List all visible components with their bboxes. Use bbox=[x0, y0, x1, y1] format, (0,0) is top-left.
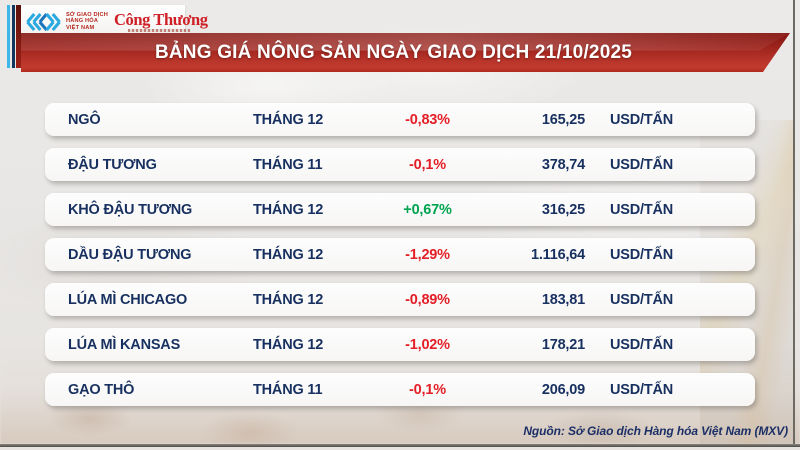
price-value: 178,21 bbox=[541, 336, 585, 353]
commodity-name: GẠO THÔ bbox=[68, 381, 135, 398]
change-percent: +0,67% bbox=[403, 201, 452, 218]
table-row: NGÔ THÁNG 12 -0,83% 165,25 USD/TẤN bbox=[45, 103, 755, 136]
commodity-name: LÚA MÌ KANSAS bbox=[68, 336, 181, 353]
table-row: ĐẬU TƯƠNG THÁNG 11 -0,1% 378,74 USD/TẤN bbox=[45, 148, 755, 181]
accent-bar-navy bbox=[12, 5, 15, 68]
contract-month: THÁNG 12 bbox=[253, 291, 324, 308]
commodity-name: ĐẬU TƯƠNG bbox=[68, 156, 157, 173]
congthuong-masthead: Công Thương bbox=[113, 10, 208, 29]
price-value: 183,81 bbox=[541, 291, 585, 308]
source-note: Nguồn: Sở Giao dịch Hàng hóa Việt Nam (M… bbox=[523, 424, 788, 438]
table-row: GẠO THÔ THÁNG 11 -0,1% 206,09 USD/TẤN bbox=[45, 373, 755, 406]
frame-bottom-line bbox=[0, 444, 800, 447]
price-unit: USD/TẤN bbox=[610, 156, 674, 173]
contract-month: THÁNG 12 bbox=[253, 246, 324, 263]
change-percent: -0,1% bbox=[409, 381, 446, 398]
table-row: LÚA MÌ KANSAS THÁNG 12 -1,02% 178,21 USD… bbox=[45, 328, 755, 361]
price-unit: USD/TẤN bbox=[610, 246, 674, 263]
accent-bar-cyan bbox=[7, 5, 10, 68]
accent-bar-darkred bbox=[16, 5, 21, 68]
table-row: DẦU ĐẬU TƯƠNG THÁNG 12 -1,29% 1.116,64 U… bbox=[45, 238, 755, 271]
contract-month: THÁNG 11 bbox=[253, 381, 323, 398]
price-unit: USD/TẤN bbox=[610, 111, 674, 128]
change-percent: -1,29% bbox=[405, 246, 450, 263]
price-table: NGÔ THÁNG 12 -0,83% 165,25 USD/TẤN ĐẬU T… bbox=[45, 103, 755, 418]
price-value: 206,09 bbox=[541, 381, 585, 398]
contract-month: THÁNG 12 bbox=[253, 201, 324, 218]
commodity-name: DẦU ĐẬU TƯƠNG bbox=[68, 246, 192, 263]
change-percent: -0,83% bbox=[405, 111, 450, 128]
price-unit: USD/TẤN bbox=[610, 381, 674, 398]
price-value: 378,74 bbox=[541, 156, 585, 173]
page-title: BẢNG GIÁ NÔNG SẢN NGÀY GIAO DỊCH 21/10/2… bbox=[154, 42, 633, 63]
table-row: LÚA MÌ CHICAGO THÁNG 12 -0,89% 183,81 US… bbox=[45, 283, 755, 316]
congthuong-logo: Công Thương bbox=[114, 11, 208, 32]
commodity-name: LÚA MÌ CHICAGO bbox=[68, 291, 188, 308]
table-row: KHÔ ĐẬU TƯƠNG THÁNG 12 +0,67% 316,25 USD… bbox=[45, 193, 755, 226]
change-percent: -0,89% bbox=[405, 291, 450, 308]
congthuong-tagline bbox=[127, 29, 190, 32]
price-value: 316,25 bbox=[541, 201, 585, 218]
price-unit: USD/TẤN bbox=[610, 336, 674, 353]
price-unit: USD/TẤN bbox=[610, 291, 674, 308]
commodity-name: KHÔ ĐẬU TƯƠNG bbox=[68, 201, 193, 218]
change-percent: -0,1% bbox=[409, 156, 446, 173]
contract-month: THÁNG 12 bbox=[253, 111, 324, 128]
mxv-logo-icon bbox=[26, 12, 61, 31]
logo-box: SỞ GIAO DỊCH HÀNG HÓA VIỆT NAM Công Thươ… bbox=[21, 5, 208, 38]
change-percent: -1,02% bbox=[405, 336, 450, 353]
commodity-name: NGÔ bbox=[68, 111, 101, 128]
price-unit: USD/TẤN bbox=[610, 201, 674, 218]
title-banner: BẢNG GIÁ NÔNG SẢN NGÀY GIAO DỊCH 21/10/2… bbox=[21, 33, 790, 72]
price-value: 165,25 bbox=[541, 111, 585, 128]
frame-right-line bbox=[793, 0, 795, 445]
contract-month: THÁNG 11 bbox=[253, 156, 323, 173]
mxv-org-name: SỞ GIAO DỊCH HÀNG HÓA VIỆT NAM bbox=[66, 11, 108, 31]
contract-month: THÁNG 12 bbox=[253, 336, 324, 353]
price-value: 1.116,64 bbox=[530, 246, 585, 263]
